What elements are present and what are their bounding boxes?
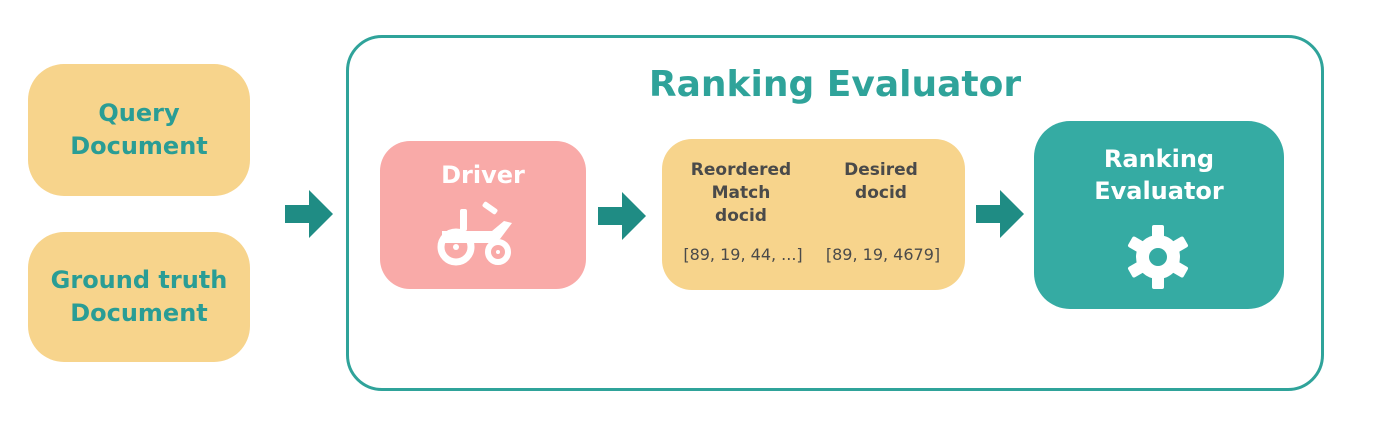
ground-truth-label-line-2: Document	[70, 299, 208, 327]
desired-docid-values: [89, 19, 4679]	[825, 245, 941, 264]
driver-box: Driver	[380, 141, 586, 289]
ranking-evaluator-label: Ranking Evaluator	[1094, 145, 1224, 205]
query-document-box: Query Document	[28, 64, 250, 196]
arrow-driver-to-docids	[598, 192, 646, 240]
arrow-docids-to-evaluator	[976, 190, 1024, 238]
driver-label: Driver	[441, 161, 525, 189]
desired-docid-header: Desired docid	[844, 160, 918, 203]
arrow-into-evaluator	[285, 190, 333, 238]
docid-comparison-box: Reordered Match docid Desired docid [89,…	[662, 139, 965, 290]
reordered-match-docid-header: Reordered Match docid	[690, 160, 792, 226]
query-label-line-1: Query	[98, 99, 180, 127]
tractor-icon	[437, 201, 512, 266]
ground-truth-label-line-1: Ground truth	[50, 266, 228, 294]
gear-icon	[1128, 225, 1188, 289]
query-label-line-2: Document	[70, 132, 208, 160]
ranking-evaluator-box: Ranking Evaluator	[1034, 121, 1284, 309]
reordered-docid-values: [89, 19, 44, ...]	[683, 245, 803, 264]
container-title: Ranking Evaluator	[648, 64, 1022, 105]
ground-truth-document-box: Ground truth Document	[28, 232, 250, 362]
